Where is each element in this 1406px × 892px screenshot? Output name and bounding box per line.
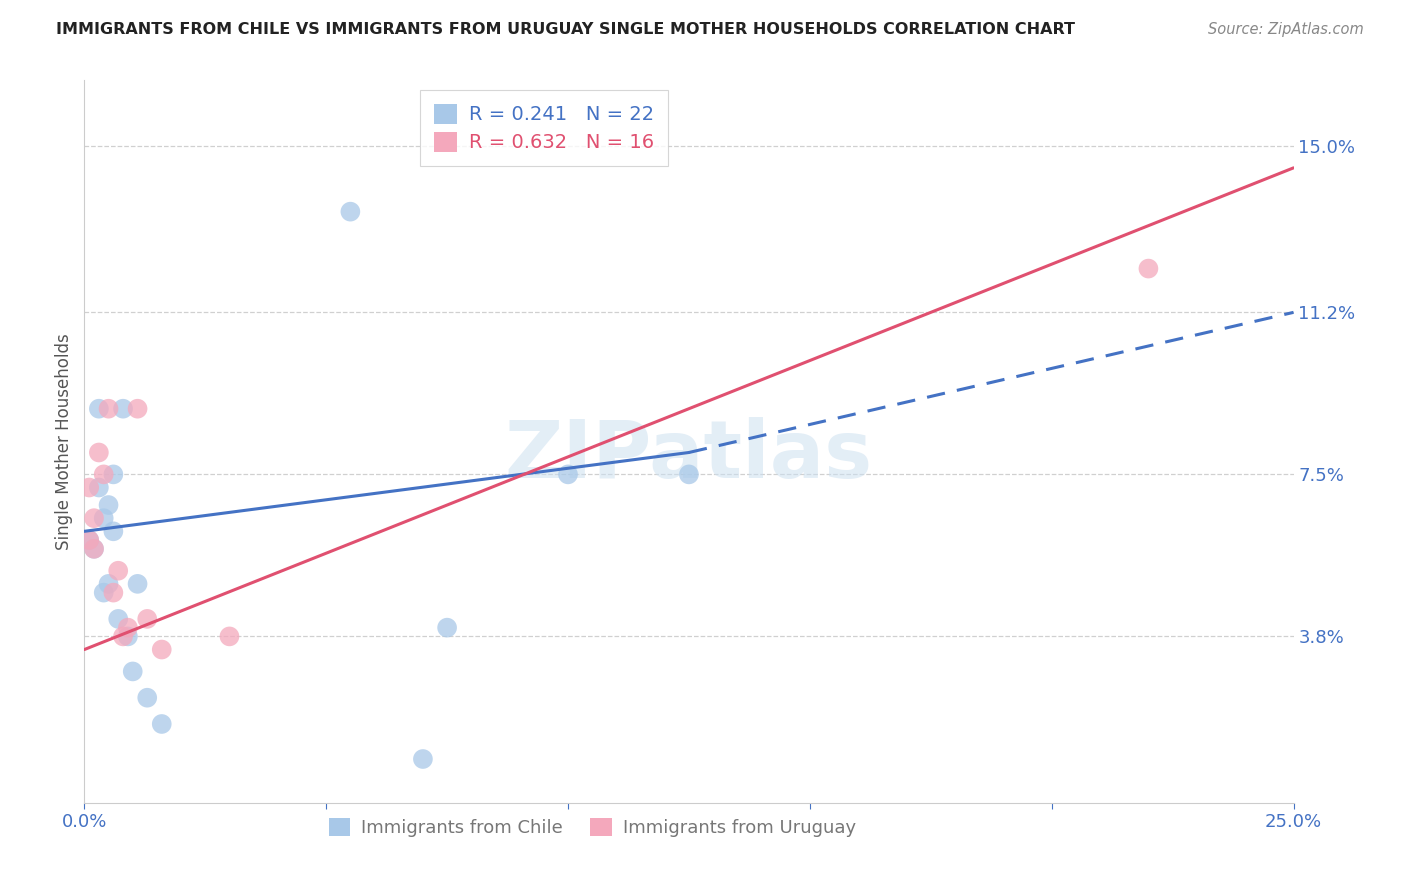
Point [112,629,135,643]
Point [107,612,129,626]
Point [107,564,129,578]
Point [136,690,159,705]
Point [678,467,700,482]
Point [103,524,125,539]
Legend: Immigrants from Chile, Immigrants from Uruguay: Immigrants from Chile, Immigrants from U… [322,811,863,845]
Point [93,585,115,599]
Point [83,541,105,556]
Point [77,533,100,547]
Point [557,467,579,482]
Point [97,401,120,416]
Point [121,665,143,679]
Point [218,629,240,643]
Point [83,541,105,556]
Point [93,467,115,482]
Point [77,533,100,547]
Point [127,401,149,416]
Point [83,511,105,525]
Point [97,577,120,591]
Point [1137,261,1160,276]
Point [436,621,458,635]
Point [412,752,434,766]
Point [136,612,159,626]
Text: ZIPatlas: ZIPatlas [505,417,873,495]
Point [87,445,110,459]
Point [339,204,361,219]
Point [150,717,173,731]
Point [93,511,115,525]
Point [117,629,139,643]
Point [112,401,135,416]
Text: Source: ZipAtlas.com: Source: ZipAtlas.com [1208,22,1364,37]
Point [150,642,173,657]
Point [87,481,110,495]
Point [97,498,120,512]
Point [87,401,110,416]
Y-axis label: Single Mother Households: Single Mother Households [55,334,73,549]
Text: IMMIGRANTS FROM CHILE VS IMMIGRANTS FROM URUGUAY SINGLE MOTHER HOUSEHOLDS CORREL: IMMIGRANTS FROM CHILE VS IMMIGRANTS FROM… [56,22,1076,37]
Point [127,577,149,591]
Point [117,621,139,635]
Point [103,467,125,482]
Point [103,585,125,599]
Point [77,481,100,495]
